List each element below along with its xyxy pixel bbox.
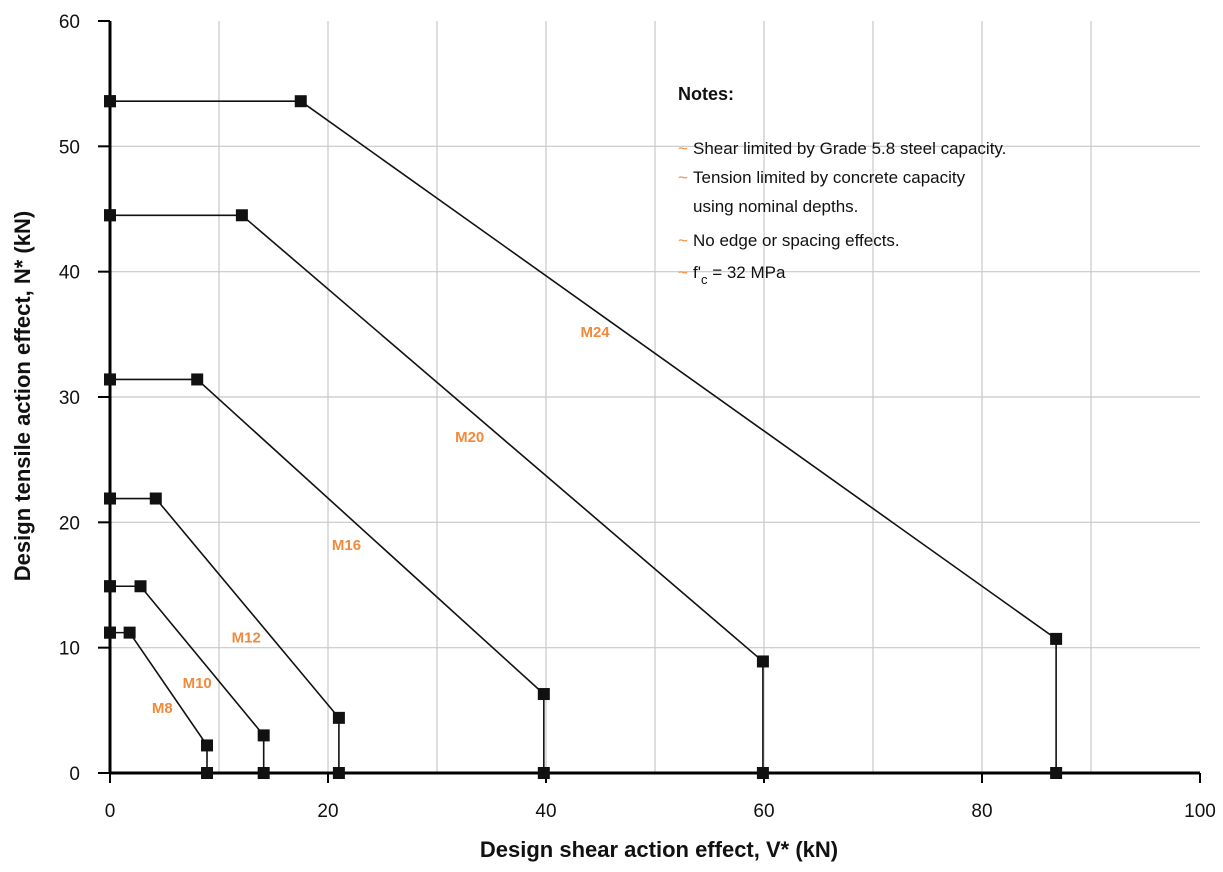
series-m12 bbox=[104, 492, 345, 779]
series-line bbox=[110, 497, 340, 773]
y-tick-label: 10 bbox=[59, 639, 80, 660]
series-m8 bbox=[104, 626, 214, 779]
data-point-marker bbox=[201, 739, 214, 752]
data-point-marker bbox=[756, 655, 769, 668]
grid-lines bbox=[110, 21, 1200, 773]
y-tick-label: 60 bbox=[59, 12, 80, 33]
note-item: No edge or spacing effects. bbox=[693, 231, 900, 250]
data-point-marker bbox=[756, 767, 769, 779]
series-m20 bbox=[104, 209, 769, 779]
y-tick-label: 20 bbox=[59, 513, 80, 534]
note-item: Shear limited by Grade 5.8 steel capacit… bbox=[693, 139, 1006, 158]
data-point-marker bbox=[537, 767, 550, 779]
y-tick-label: 40 bbox=[59, 263, 80, 284]
series-m16 bbox=[104, 373, 550, 779]
axes: 0 10 20 30 40 50 60 0 20 40 60 80 100 bbox=[59, 12, 1216, 822]
data-point-marker bbox=[235, 209, 248, 222]
note-bullet: ~ bbox=[678, 168, 688, 187]
data-point-marker bbox=[201, 767, 214, 779]
series-group bbox=[104, 95, 1063, 779]
data-point-marker bbox=[104, 580, 116, 593]
series-label: M20 bbox=[455, 429, 484, 446]
note-bullet: ~ bbox=[678, 231, 688, 250]
data-point-marker bbox=[1050, 767, 1063, 779]
note-item: Tension limited by concrete capacity bbox=[693, 168, 966, 187]
data-point-marker bbox=[104, 95, 116, 108]
data-point-marker bbox=[294, 95, 307, 108]
series-m24 bbox=[104, 95, 1063, 779]
data-point-marker bbox=[257, 767, 270, 779]
series-label: M8 bbox=[152, 700, 173, 717]
x-tick-label: 20 bbox=[317, 801, 338, 822]
data-point-marker bbox=[332, 711, 345, 724]
x-tick-label: 40 bbox=[535, 801, 556, 822]
y-tick-label: 50 bbox=[59, 137, 80, 158]
series-label: M24 bbox=[580, 324, 610, 341]
x-tick-label: 80 bbox=[971, 801, 992, 822]
data-point-marker bbox=[257, 729, 270, 742]
data-point-marker bbox=[1050, 632, 1063, 645]
series-line bbox=[110, 631, 208, 773]
x-tick-label: 0 bbox=[105, 801, 116, 822]
fc-symbol: f' bbox=[693, 263, 701, 282]
series-line bbox=[110, 100, 1057, 773]
y-tick-label: 30 bbox=[59, 388, 80, 409]
series-m10 bbox=[104, 580, 270, 779]
series-labels: M8 M10 M12 M16 M20 M24 bbox=[152, 324, 610, 717]
note-item-continued: using nominal depths. bbox=[693, 197, 858, 216]
notes-title: Notes: bbox=[678, 84, 734, 104]
data-point-marker bbox=[332, 767, 345, 779]
x-axis-title: Design shear action effect, V* (kN) bbox=[480, 837, 838, 862]
notes-panel: Notes: ~ Shear limited by Grade 5.8 stee… bbox=[678, 84, 1006, 287]
fc-value: = 32 MPa bbox=[707, 263, 786, 282]
data-point-marker bbox=[123, 626, 136, 639]
y-axis-title: Design tensile action effect, N* (kN) bbox=[10, 211, 35, 581]
series-label: M12 bbox=[232, 630, 261, 647]
series-line bbox=[110, 378, 545, 773]
data-point-marker bbox=[104, 373, 116, 386]
note-bullet: ~ bbox=[678, 139, 688, 158]
series-line bbox=[110, 585, 265, 773]
data-point-marker bbox=[104, 626, 116, 639]
note-fc: f'c = 32 MPa bbox=[693, 263, 786, 287]
data-point-marker bbox=[104, 209, 116, 222]
note-bullet: ~ bbox=[678, 263, 688, 282]
data-point-marker bbox=[104, 492, 116, 505]
data-point-marker bbox=[134, 580, 147, 593]
y-tick-label: 0 bbox=[69, 764, 80, 785]
x-tick-label: 60 bbox=[753, 801, 774, 822]
data-point-marker bbox=[149, 492, 162, 505]
data-point-marker bbox=[191, 373, 204, 386]
series-label: M10 bbox=[183, 675, 212, 692]
data-point-marker bbox=[537, 688, 550, 701]
fc-subscript: c bbox=[701, 272, 708, 287]
series-line bbox=[110, 214, 764, 773]
series-label: M16 bbox=[332, 537, 361, 554]
x-tick-label: 100 bbox=[1184, 801, 1216, 822]
